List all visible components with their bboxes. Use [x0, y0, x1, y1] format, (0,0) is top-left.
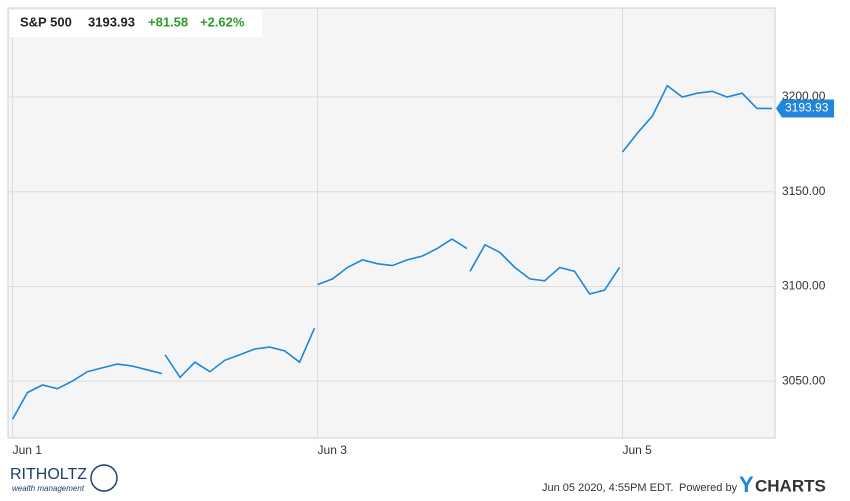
brand: RITHOLTZ: [10, 466, 87, 483]
plot-area: [7, 7, 776, 439]
last-value-label: 3193.93: [785, 101, 829, 115]
logo-y: Y: [739, 472, 754, 497]
logo-rest: CHARTS: [755, 476, 826, 495]
powered-by: Powered by: [679, 482, 738, 494]
timestamp: Jun 05 2020, 4:55PM EDT.: [542, 482, 673, 494]
y-tick-label: 3150.00: [782, 184, 826, 198]
symbol: S&P 500: [20, 14, 72, 29]
y-tick-label: 3050.00: [782, 373, 826, 387]
price-line: [11, 84, 773, 420]
x-tick-label: Jun 3: [318, 443, 348, 457]
header-box: [10, 10, 262, 37]
change-pct: +2.62%: [200, 14, 245, 29]
x-tick-label: Jun 5: [623, 443, 653, 457]
last-value-badge: [776, 99, 834, 118]
change: +81.58: [148, 14, 188, 29]
x-tick-label: Jun 1: [13, 443, 43, 457]
y-tick-label: 3100.00: [782, 279, 826, 293]
price: 3193.93: [88, 14, 135, 29]
brand-emblem: [90, 464, 118, 492]
brand-sub: wealth management: [12, 484, 85, 493]
